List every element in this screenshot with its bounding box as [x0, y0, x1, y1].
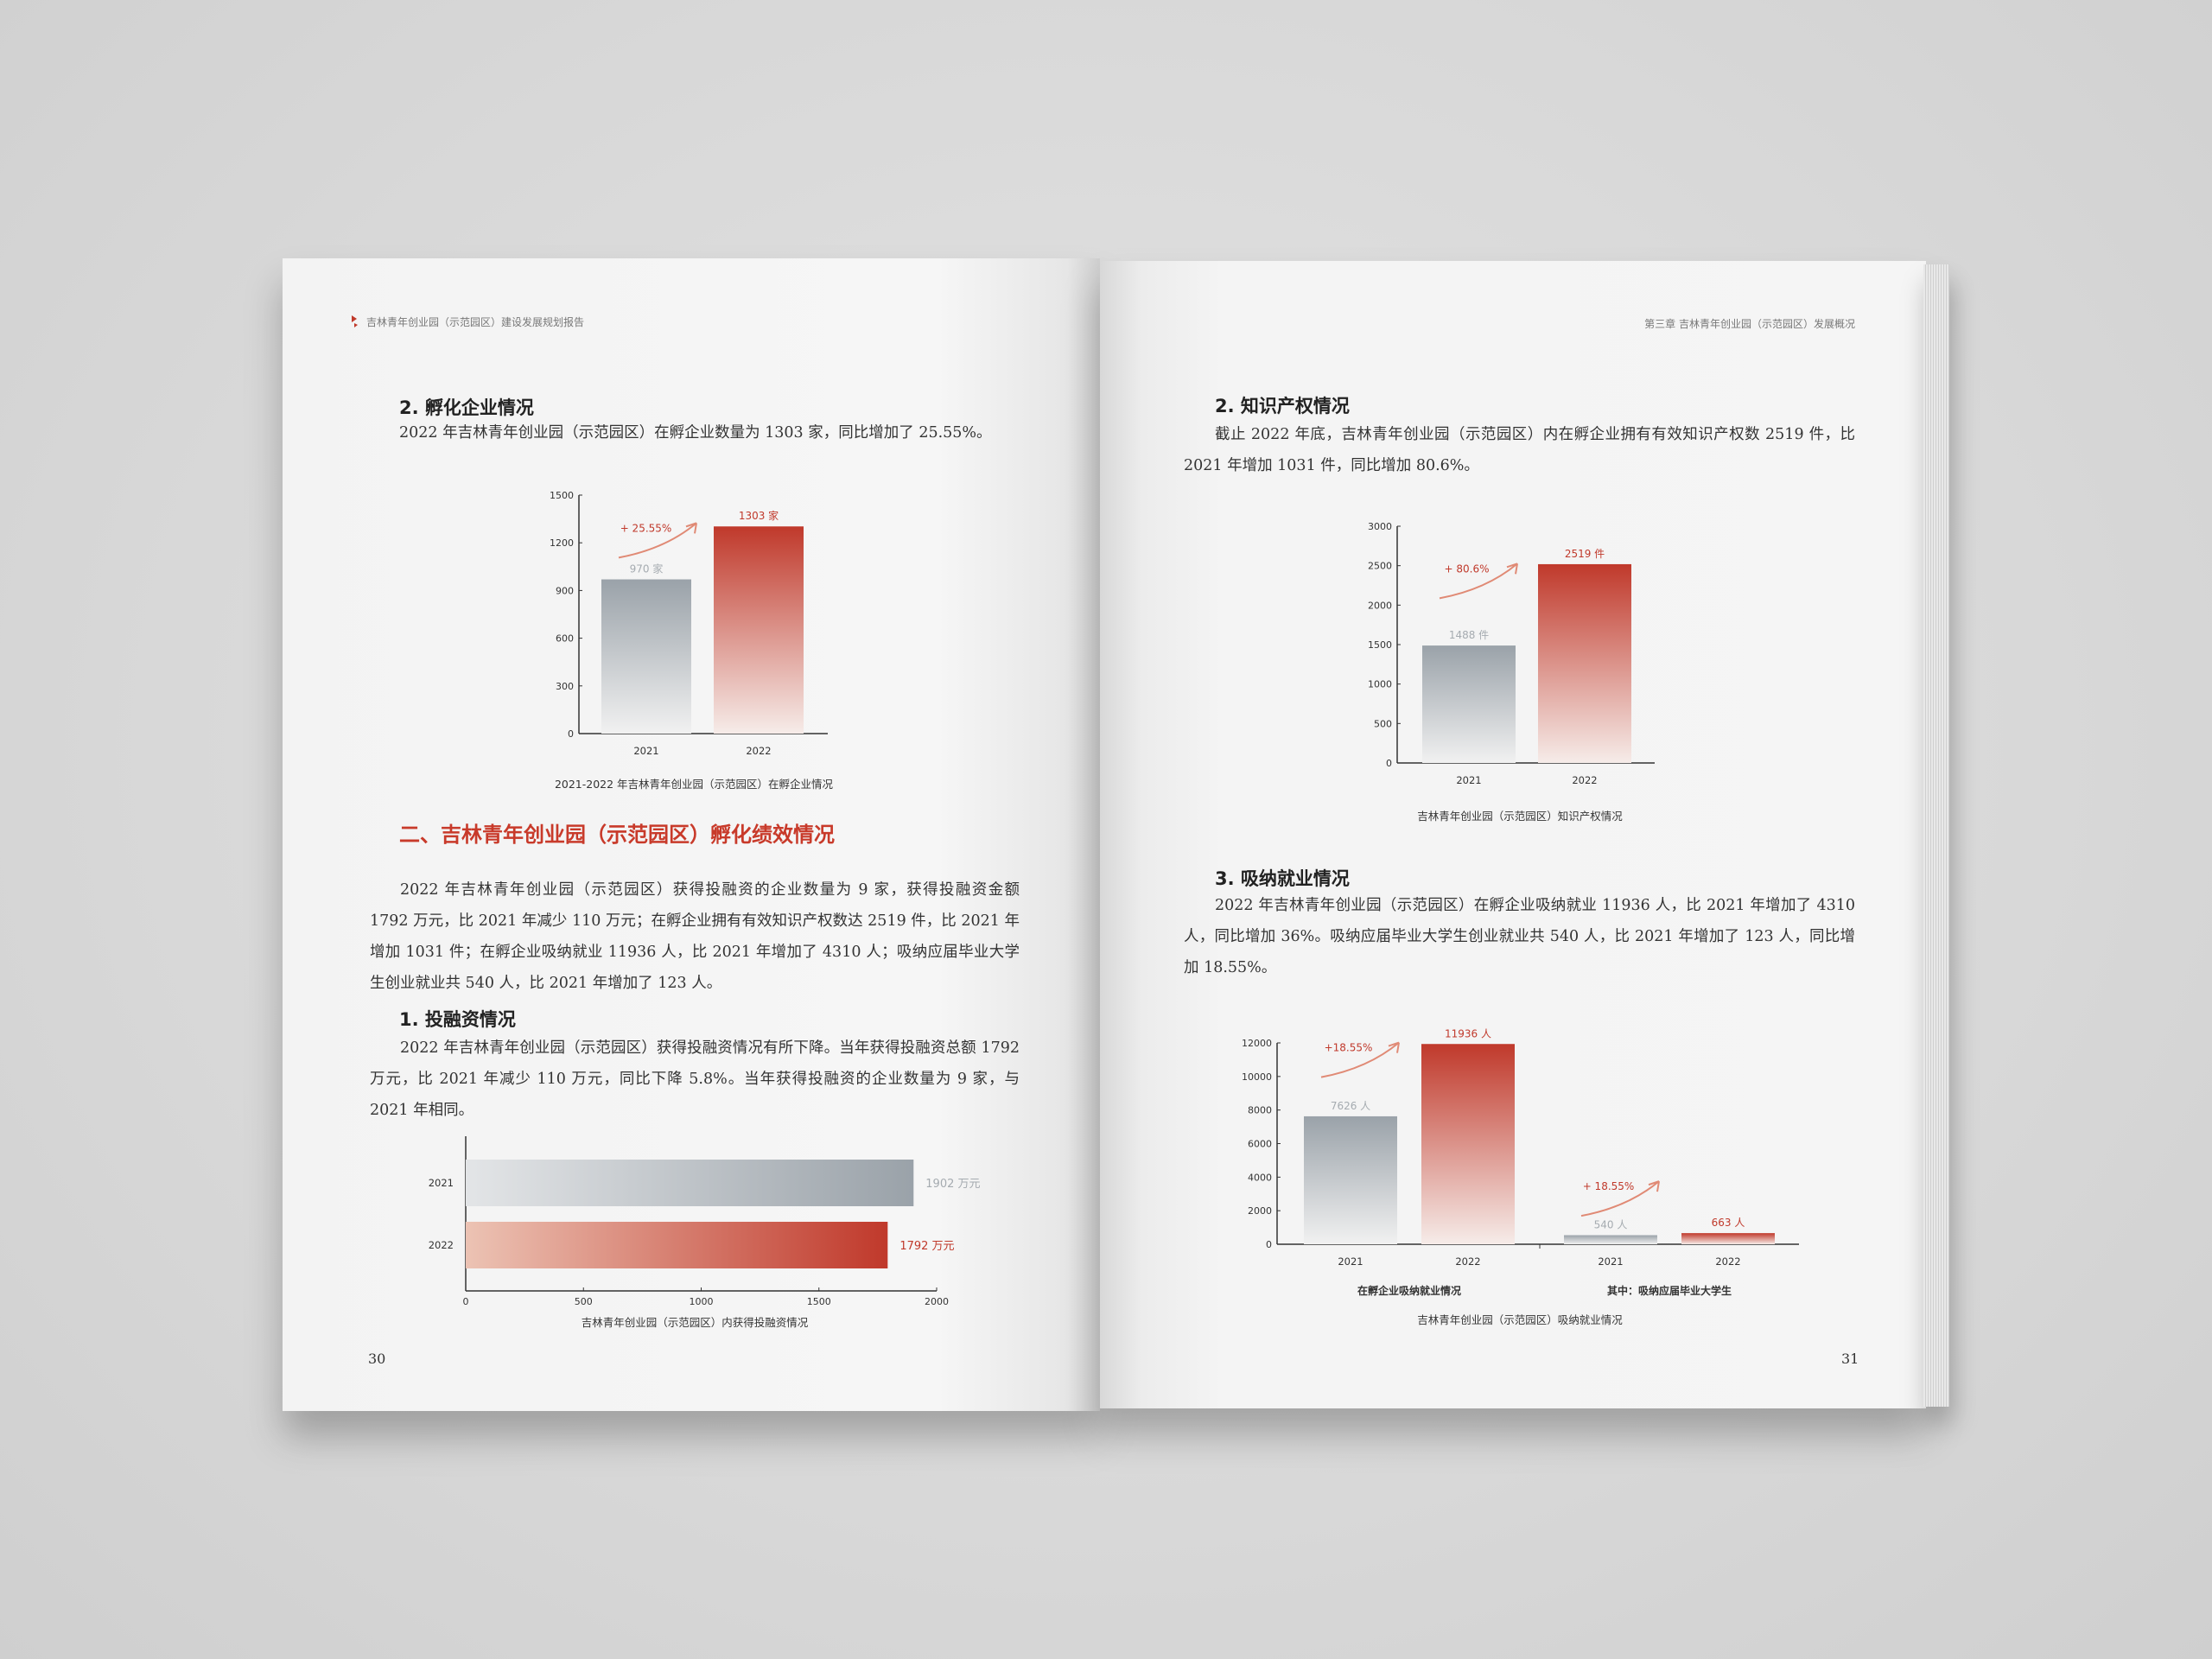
running-header: 吉林青年创业园（示范园区）建设发展规划报告: [366, 316, 585, 328]
x-tick-label: 2000: [925, 1296, 949, 1307]
section-paragraph: 2022 年吉林青年创业园（示范园区）在孵企业吸纳就业 11936 人，比 20…: [1184, 897, 1855, 976]
growth-annotation: + 80.6%: [1445, 563, 1490, 575]
header-bullet-icon: [351, 315, 359, 332]
y-tick-label: 1200: [550, 537, 574, 549]
group-label: 在孵企业吸纳就业情况: [1357, 1284, 1461, 1296]
section-heading: 2. 知识产权情况: [1215, 396, 1350, 416]
y-tick-label: 600: [556, 633, 574, 645]
growth-annotation: +18.55%: [1325, 1042, 1373, 1054]
bar: [1304, 1116, 1397, 1244]
x-tick-label: 2022: [1715, 1255, 1740, 1268]
y-tick-label: 0: [568, 728, 574, 740]
bar: [1681, 1233, 1775, 1244]
x-tick-label: 2022: [746, 745, 771, 757]
growth-arrow-icon: [618, 522, 697, 559]
data-label: 11936 人: [1445, 1028, 1491, 1039]
y-tick-label: 1500: [550, 490, 574, 501]
y-tick-label: 2000: [1248, 1205, 1272, 1217]
y-tick-label: 300: [556, 681, 574, 692]
chart-caption: 吉林青年创业园（示范园区）内获得投融资情况: [581, 1316, 809, 1329]
data-label: 1303 家: [739, 509, 779, 522]
page-number: 30: [368, 1351, 386, 1367]
group-label: 其中：吸纳应届毕业大学生: [1607, 1284, 1732, 1296]
y-tick-label: 2000: [1368, 600, 1392, 611]
x-tick-label: 500: [575, 1296, 593, 1307]
page-edge-stack: [1923, 264, 1949, 1407]
y-tick-label: 6000: [1248, 1139, 1272, 1150]
employment-chart: 0 2000 4000 6000 8000 10000 12000 7626 人 2021 119…: [1242, 1028, 1799, 1296]
running-header: 第三章 吉林青年创业园（示范园区）发展概况: [1644, 318, 1855, 330]
y-tick-label: 2021: [429, 1177, 454, 1189]
data-label: 1792 万元: [899, 1240, 954, 1253]
page-number: 31: [1841, 1351, 1859, 1367]
bar: [466, 1222, 888, 1268]
x-tick-label: 2022: [1572, 774, 1597, 786]
y-tick-label: 2500: [1368, 561, 1392, 572]
growth-arrow-icon: [1580, 1180, 1660, 1217]
x-tick-label: 2021: [1338, 1255, 1363, 1268]
y-tick-label: 8000: [1248, 1105, 1272, 1116]
data-label: 1902 万元: [925, 1178, 980, 1191]
bar: [601, 579, 691, 734]
chart-caption: 吉林青年创业园（示范园区）知识产权情况: [1417, 810, 1623, 823]
y-tick-label: 12000: [1242, 1038, 1272, 1049]
chart-caption: 2021-2022 年吉林青年创业园（示范园区）在孵企业情况: [554, 778, 834, 791]
x-tick-label: 2021: [1456, 774, 1481, 786]
x-tick-label: 1500: [807, 1296, 831, 1307]
growth-annotation: + 25.55%: [620, 522, 672, 534]
section-heading: 2. 孵化企业情况: [399, 397, 534, 418]
bar: [466, 1160, 914, 1206]
y-tick-label: 2022: [429, 1239, 454, 1251]
growth-arrow-icon: [1439, 563, 1518, 600]
y-tick-label: 3000: [1368, 521, 1392, 532]
y-tick-label: 500: [1374, 718, 1392, 729]
growth-arrow-icon: [1320, 1041, 1400, 1078]
data-label: 1488 件: [1449, 629, 1489, 641]
section-paragraph: 2022 年吉林青年创业园（示范园区）获得投融资情况有所下降。当年获得投融资总额…: [370, 1039, 1020, 1119]
bar: [1564, 1235, 1657, 1244]
bar: [1421, 1044, 1515, 1244]
growth-annotation: + 18.55%: [1583, 1180, 1635, 1192]
y-tick-label: 1000: [1368, 679, 1392, 690]
x-tick-label: 1000: [690, 1296, 714, 1307]
data-label: 2519 件: [1565, 548, 1605, 560]
incubated-enterprises-chart: 0 300 600 900 1200 1500 970 家 2021 1303 家 2022 + 2…: [550, 490, 828, 757]
section-paragraph: 截止 2022 年底，吉林青年创业园（示范园区）内在孵企业拥有有效知识产权数 2…: [1184, 426, 1855, 474]
y-tick-label: 900: [556, 585, 574, 596]
financing-chart: 0 500 1000 1500 2000 2021 1902 万元 2022 1792 万元: [429, 1136, 981, 1307]
chapter-paragraph: 2022 年吉林青年创业园（示范园区）获得投融资的企业数量为 9 家，获得投融资…: [370, 881, 1020, 992]
section-heading: 1. 投融资情况: [399, 1009, 516, 1030]
ip-chart: 0 500 1000 1500 2000 2500 3000 1488 件 2021 2519 件…: [1368, 521, 1655, 786]
left-page: [283, 258, 1100, 1411]
y-tick-label: 0: [1266, 1239, 1272, 1250]
data-label: 540 人: [1594, 1219, 1628, 1231]
y-tick-label: 0: [1386, 758, 1392, 769]
data-label: 970 家: [630, 563, 664, 575]
data-label: 7626 人: [1331, 1100, 1370, 1112]
data-label: 663 人: [1712, 1217, 1745, 1229]
x-tick-label: 2021: [633, 745, 658, 757]
y-tick-label: 1500: [1368, 639, 1392, 651]
section-paragraph: 2022 年吉林青年创业园（示范园区）在孵企业数量为 1303 家，同比增加了 …: [399, 424, 992, 442]
bar: [714, 526, 804, 734]
x-tick-label: 0: [463, 1296, 469, 1307]
x-tick-label: 2022: [1455, 1255, 1480, 1268]
chapter-heading: 二、吉林青年创业园（示范园区）孵化绩效情况: [399, 823, 835, 847]
bar: [1538, 563, 1631, 763]
y-tick-label: 10000: [1242, 1071, 1272, 1083]
x-tick-label: 2021: [1598, 1255, 1623, 1268]
section-heading: 3. 吸纳就业情况: [1215, 868, 1350, 889]
bar: [1422, 645, 1516, 763]
y-tick-label: 4000: [1248, 1172, 1272, 1183]
chart-caption: 吉林青年创业园（示范园区）吸纳就业情况: [1417, 1313, 1623, 1326]
